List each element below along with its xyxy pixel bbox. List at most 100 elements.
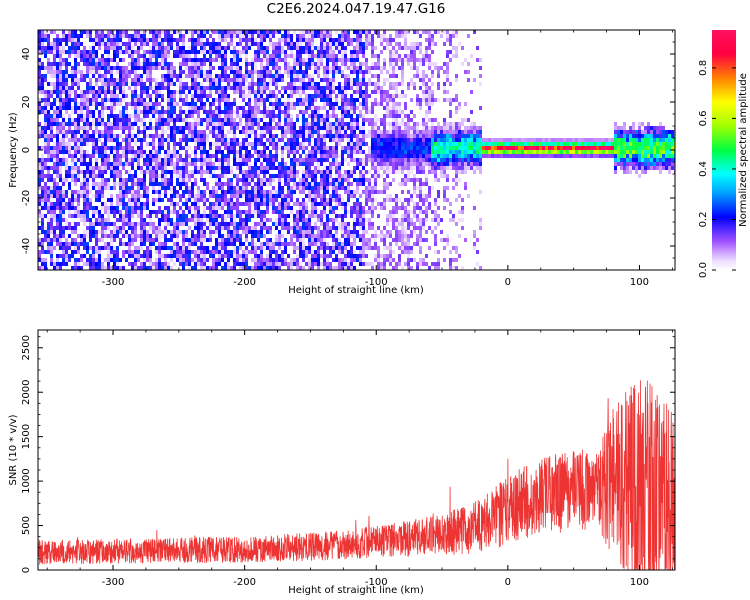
spectrogram-cell bbox=[341, 74, 344, 78]
spectrogram-cell bbox=[242, 114, 245, 118]
spectrogram-cell bbox=[332, 154, 335, 158]
spectrogram-cell bbox=[143, 254, 146, 258]
spectrogram-cell bbox=[170, 238, 173, 242]
spectrogram-cell bbox=[350, 134, 353, 138]
spectrogram-cell bbox=[71, 110, 74, 114]
spectrogram-cell bbox=[314, 46, 317, 50]
spectrogram-cell bbox=[140, 142, 143, 146]
spectrogram-cell bbox=[215, 190, 218, 194]
spectrogram-cell bbox=[224, 50, 227, 54]
spectrogram-cell bbox=[254, 202, 257, 206]
spectrogram-cell bbox=[167, 98, 170, 102]
spectrogram-cell bbox=[137, 74, 140, 78]
spectrogram-cell bbox=[350, 102, 353, 106]
spectrogram-cell bbox=[254, 114, 257, 118]
spectrogram-cell bbox=[137, 250, 140, 254]
spectrogram-cell bbox=[113, 174, 116, 178]
spectrogram-cell bbox=[284, 202, 287, 206]
spectrogram-cell bbox=[347, 78, 350, 82]
spectrogram-cell bbox=[65, 238, 68, 242]
spectrogram-cell bbox=[239, 158, 242, 162]
spectrogram-cell bbox=[320, 210, 323, 214]
spectrogram-cell bbox=[218, 250, 221, 254]
spectrogram-cell bbox=[164, 226, 167, 230]
spectrogram-cell bbox=[62, 242, 65, 246]
spectrogram-cell bbox=[38, 70, 41, 74]
spectrogram-cell bbox=[293, 218, 296, 222]
spectrogram-cell bbox=[140, 194, 143, 198]
spectrogram-cell bbox=[227, 150, 230, 154]
spectrogram-cell bbox=[290, 46, 293, 50]
spectrogram-cell bbox=[131, 150, 134, 154]
spectrogram-cell bbox=[50, 262, 53, 266]
spectrogram-cell bbox=[50, 218, 53, 222]
spectrogram-cell bbox=[146, 166, 149, 170]
spectrogram-cell bbox=[320, 50, 323, 54]
spectrogram-cell bbox=[341, 158, 344, 162]
spectrogram-cell bbox=[47, 118, 50, 122]
spectrogram-cell bbox=[341, 94, 344, 98]
spectrogram-cell bbox=[53, 218, 56, 222]
spectrogram-cell bbox=[98, 38, 101, 42]
spectrogram-cell bbox=[92, 262, 95, 266]
spectrogram-cell bbox=[257, 202, 260, 206]
spectrogram-cell bbox=[251, 258, 254, 262]
spectrogram-cell bbox=[305, 178, 308, 182]
spectrogram-cell bbox=[113, 134, 116, 138]
spectrogram-cell bbox=[56, 118, 59, 122]
spectrogram-cell bbox=[341, 198, 344, 202]
spectrogram-cell bbox=[230, 166, 233, 170]
spectrogram-cell bbox=[254, 198, 257, 202]
spectrogram-cell bbox=[215, 54, 218, 58]
spectrogram-cell bbox=[122, 230, 125, 234]
spectrogram-cell bbox=[287, 82, 290, 86]
spectrogram-cell bbox=[296, 170, 299, 174]
spectrogram-cell bbox=[221, 58, 224, 62]
spectrogram-cell bbox=[296, 198, 299, 202]
spectrogram-cell bbox=[326, 202, 329, 206]
spectrogram-cell bbox=[314, 138, 317, 142]
spectrogram-cell bbox=[65, 150, 68, 154]
spectrogram-cell bbox=[329, 230, 332, 234]
spectrogram-cell bbox=[83, 202, 86, 206]
spectrogram-cell bbox=[323, 66, 326, 70]
spectrogram-cell bbox=[257, 106, 260, 110]
spectrogram-cell bbox=[161, 30, 164, 34]
spectrogram-cell bbox=[212, 118, 215, 122]
spectrogram-cell bbox=[134, 226, 137, 230]
spectrogram-cell bbox=[245, 222, 248, 226]
spectrogram-cell bbox=[188, 146, 191, 150]
spectrogram-cell bbox=[254, 138, 257, 142]
spectrogram-cell bbox=[344, 74, 347, 78]
spectrogram-cell bbox=[191, 62, 194, 66]
spectrogram-cell bbox=[116, 46, 119, 50]
spectrogram-cell bbox=[38, 130, 41, 134]
spectrogram-cell bbox=[212, 46, 215, 50]
spectrogram-cell bbox=[320, 190, 323, 194]
spectrogram-cell bbox=[134, 74, 137, 78]
spectrogram-cell bbox=[236, 234, 239, 238]
spectrogram-cell bbox=[248, 126, 251, 130]
spectrogram-cell bbox=[299, 202, 302, 206]
spectrogram-cell bbox=[329, 94, 332, 98]
spectrogram-cell bbox=[311, 62, 314, 66]
spectrogram-cell bbox=[197, 130, 200, 134]
spectrogram-cell bbox=[230, 222, 233, 226]
spectrogram-cell bbox=[266, 178, 269, 182]
spectrogram-cell bbox=[101, 162, 104, 166]
spectrogram-cell bbox=[89, 238, 92, 242]
spectrogram-cell bbox=[53, 202, 56, 206]
spectrogram-cell bbox=[125, 126, 128, 130]
spectrogram-cell bbox=[53, 98, 56, 102]
spectrogram-cell bbox=[245, 198, 248, 202]
spectrogram-cell bbox=[98, 198, 101, 202]
spectrogram-cell bbox=[104, 182, 107, 186]
spectrogram-cell bbox=[44, 234, 47, 238]
spectrogram-cell bbox=[44, 118, 47, 122]
spectrogram-cell bbox=[173, 222, 176, 226]
spectrogram-cell bbox=[272, 106, 275, 110]
spectrogram-cell bbox=[356, 86, 359, 90]
spectrogram-cell bbox=[233, 226, 236, 230]
spectrogram-cell bbox=[176, 46, 179, 50]
spectrogram-cell bbox=[140, 146, 143, 150]
